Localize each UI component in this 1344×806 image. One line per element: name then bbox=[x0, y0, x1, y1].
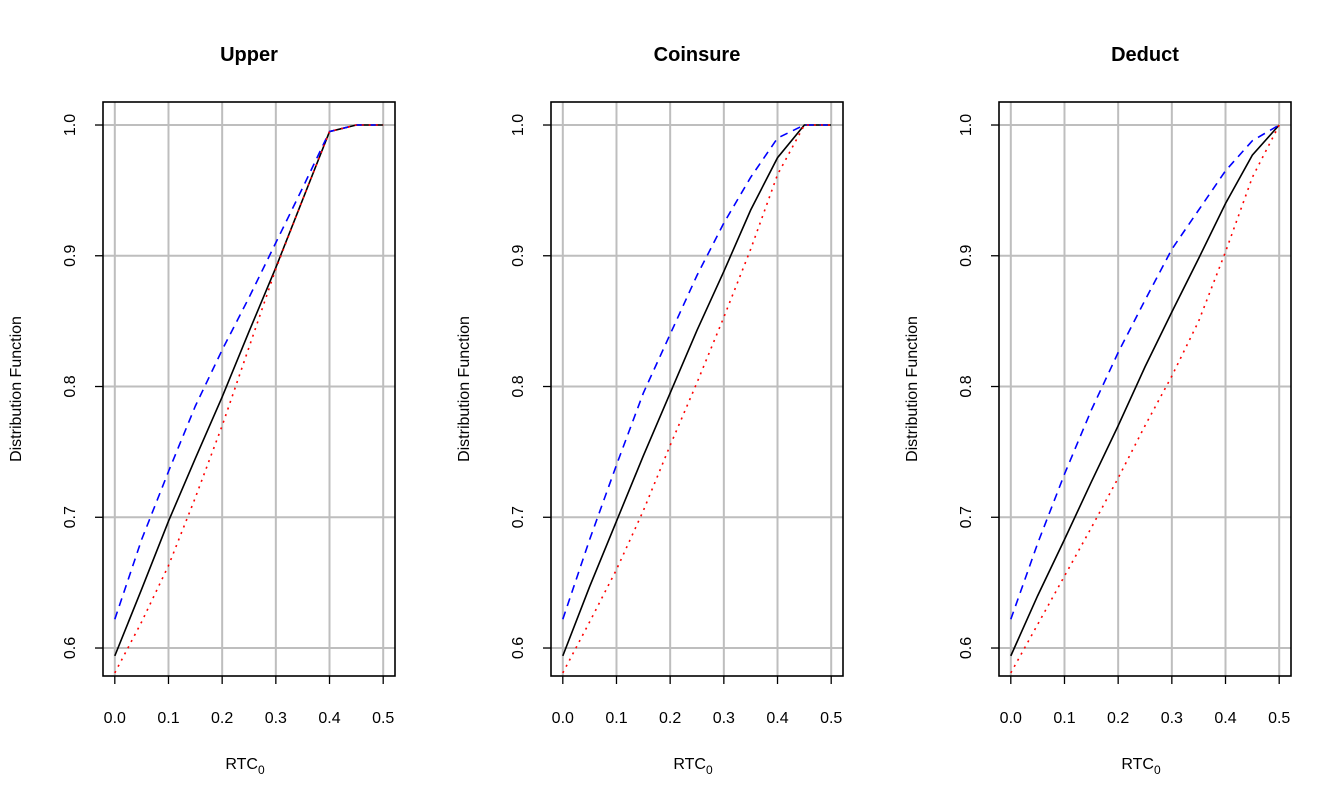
x-tick-label: 0.4 bbox=[1214, 710, 1236, 727]
y-axis-label: Distribution Function bbox=[456, 316, 473, 462]
x-tick-label: 0.3 bbox=[265, 710, 287, 727]
series-line-dashed bbox=[1010, 124, 1280, 620]
x-tick-label: 0.0 bbox=[104, 710, 126, 727]
y-tick-label: 0.9 bbox=[510, 245, 527, 267]
x-tick-label: 0.3 bbox=[1161, 710, 1183, 727]
y-axis-label: Distribution Function bbox=[904, 316, 921, 462]
chart-title: Coinsure bbox=[654, 44, 741, 66]
x-tick-label: 0.2 bbox=[659, 710, 681, 727]
y-tick-label: 0.9 bbox=[958, 245, 975, 267]
y-tick-label: 0.8 bbox=[62, 375, 79, 397]
x-axis-label-main: RTC bbox=[225, 756, 258, 773]
y-tick-label: 1.0 bbox=[958, 114, 975, 136]
plot-frame bbox=[102, 101, 396, 677]
y-tick-label: 0.9 bbox=[62, 245, 79, 267]
chart-title: Upper bbox=[220, 44, 278, 66]
y-tick-label: 0.8 bbox=[510, 375, 527, 397]
series-line-solid bbox=[562, 124, 832, 657]
x-tick-label: 0.1 bbox=[157, 710, 179, 727]
x-axis-label: RTC0 bbox=[225, 756, 265, 777]
y-tick-label: 1.0 bbox=[62, 114, 79, 136]
panel-upper: 0.0 0.1 0.2 0.3 0.4 0.5 0.6 0.7 0.8 0.9 1.0 Upper RT… bbox=[8, 44, 396, 777]
y-tick-label: 0.7 bbox=[958, 506, 975, 528]
x-axis-label-subscript: 0 bbox=[258, 763, 265, 777]
y-tick-label: 1.0 bbox=[510, 114, 527, 136]
x-tick-label: 0.5 bbox=[372, 710, 394, 727]
x-tick-label: 0.0 bbox=[1000, 710, 1022, 727]
plot-frame bbox=[998, 101, 1292, 677]
x-tick-label: 0.1 bbox=[605, 710, 627, 727]
x-tick-label: 0.2 bbox=[1107, 710, 1129, 727]
x-tick-label: 0.4 bbox=[318, 710, 340, 727]
x-axis-label: RTC0 bbox=[1121, 756, 1161, 777]
x-axis-label-subscript: 0 bbox=[706, 763, 713, 777]
x-axis-label: RTC0 bbox=[673, 756, 713, 777]
y-tick-label: 0.6 bbox=[62, 637, 79, 659]
series-line-dotted bbox=[114, 124, 384, 674]
x-tick-label: 0.0 bbox=[552, 710, 574, 727]
series-line-dashed bbox=[562, 124, 832, 620]
x-axis-label-main: RTC bbox=[1121, 756, 1154, 773]
y-tick-label: 0.6 bbox=[958, 637, 975, 659]
x-tick-label: 0.5 bbox=[820, 710, 842, 727]
plot-frame bbox=[550, 101, 844, 677]
series-line-dashed bbox=[114, 124, 384, 620]
x-tick-label: 0.4 bbox=[766, 710, 788, 727]
series-line-solid bbox=[1010, 124, 1280, 657]
series-line-solid bbox=[114, 124, 384, 657]
x-tick-label: 0.2 bbox=[211, 710, 233, 727]
series-line-dotted bbox=[1010, 124, 1280, 674]
y-tick-label: 0.6 bbox=[510, 637, 527, 659]
x-axis-label-subscript: 0 bbox=[1154, 763, 1161, 777]
y-tick-label: 0.7 bbox=[62, 506, 79, 528]
x-tick-label: 0.5 bbox=[1268, 710, 1290, 727]
chart-title: Deduct bbox=[1111, 44, 1179, 66]
y-tick-label: 0.8 bbox=[958, 375, 975, 397]
x-tick-label: 0.3 bbox=[713, 710, 735, 727]
panel-deduct: 0.0 0.1 0.2 0.3 0.4 0.5 0.6 0.7 0.8 0.9 1.0 Deduct R… bbox=[904, 44, 1292, 777]
x-axis-label-main: RTC bbox=[673, 756, 706, 773]
y-tick-label: 0.7 bbox=[510, 506, 527, 528]
x-tick-label: 0.1 bbox=[1053, 710, 1075, 727]
series-line-dotted bbox=[562, 124, 832, 674]
y-axis-label: Distribution Function bbox=[8, 316, 25, 462]
panel-coinsure: 0.0 0.1 0.2 0.3 0.4 0.5 0.6 0.7 0.8 0.9 1.0 Coinsur… bbox=[456, 44, 844, 777]
